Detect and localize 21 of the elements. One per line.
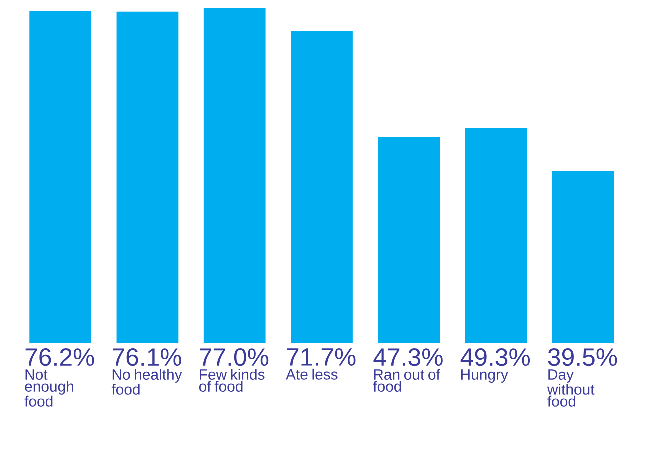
bar <box>378 137 440 343</box>
data-label: 49.3% <box>460 348 530 366</box>
x-tick-label: Few kinds of food <box>199 369 265 392</box>
bar <box>116 12 179 343</box>
data-label: 47.3% <box>374 348 443 366</box>
x-tick-label: Ate less <box>286 368 338 380</box>
bar <box>30 11 92 343</box>
data-label: 39.5% <box>548 348 618 366</box>
x-tick-label: Not enough food <box>24 370 74 407</box>
x-tick-label: No healthy food <box>112 369 182 395</box>
x-tick-label: Hungry <box>462 370 508 383</box>
bar <box>552 171 614 343</box>
bar <box>291 31 353 343</box>
bar <box>204 8 266 343</box>
data-label: 71.7% <box>287 348 356 366</box>
data-label: 76.1% <box>112 348 182 366</box>
bar <box>465 128 528 343</box>
data-label: 77.0% <box>200 348 269 366</box>
x-tick-label: Ran out of food <box>373 369 440 392</box>
x-tick-label: Day without food <box>547 370 595 407</box>
data-label: 76.2% <box>26 348 94 366</box>
